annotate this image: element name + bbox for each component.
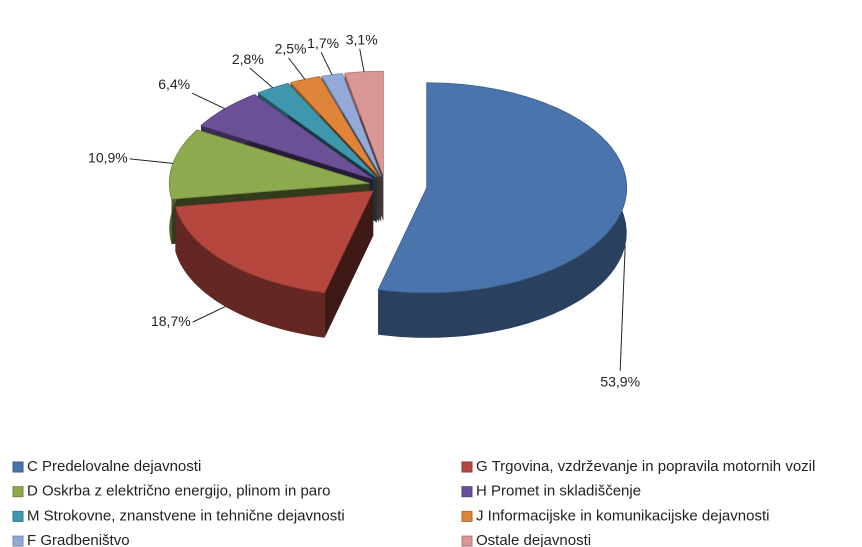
legend-swatch — [461, 461, 473, 473]
data-label: 2,5% — [275, 41, 307, 57]
leader-line — [288, 57, 306, 80]
data-label: 53,9% — [600, 373, 640, 389]
legend-swatch — [12, 486, 24, 498]
data-label: 6,4% — [158, 76, 190, 92]
leader-line — [359, 48, 365, 72]
slice — [289, 76, 380, 178]
legend-label: J Informacijske in komunikacijske dejavn… — [476, 507, 769, 524]
legend-swatch — [12, 510, 24, 522]
data-label: 18,7% — [151, 313, 191, 329]
legend-label: Ostale dejavnosti — [476, 532, 591, 547]
leader-line — [192, 306, 226, 323]
leader-line — [249, 67, 274, 89]
legend-swatch — [461, 510, 473, 522]
data-label: 1,7% — [307, 35, 339, 51]
data-label: 2,8% — [232, 51, 264, 67]
slice — [200, 94, 374, 180]
legend-label: D Oskrba z električno energijo, plinom i… — [27, 483, 330, 500]
slice — [321, 73, 382, 177]
slice-labels: 53,9% 18,7% 10,9% 6,4% 2,8% 2,5% 1,7% 3,1% — [88, 31, 640, 389]
leader-line — [619, 245, 626, 371]
legend-swatch — [12, 461, 24, 473]
leader-line — [320, 52, 333, 75]
legend-swatch — [461, 486, 473, 498]
data-label: 3,1% — [346, 31, 378, 47]
legend-label: M Strokovne, znanstvene in tehnične deja… — [27, 507, 345, 524]
legend-swatch — [12, 535, 24, 547]
legend-label: C Predelovalne dejavnosti — [27, 458, 201, 475]
leader-line — [191, 92, 225, 110]
leader-line — [129, 158, 174, 164]
slice-tops — [168, 70, 628, 294]
slice — [174, 190, 374, 294]
legend: C Predelovalne dejavnosti G Trgovina, vzd… — [12, 458, 815, 547]
slice-side — [175, 206, 325, 338]
legend-label: G Trgovina, vzdrževanje in popravila mot… — [476, 458, 815, 475]
slice — [377, 82, 628, 294]
legend-swatch — [461, 535, 473, 547]
legend-label: F Gradbeništvo — [27, 532, 130, 547]
legend-label: H Promet in skladiščenje — [476, 483, 641, 500]
slice — [168, 129, 370, 200]
data-label: 10,9% — [88, 150, 128, 166]
